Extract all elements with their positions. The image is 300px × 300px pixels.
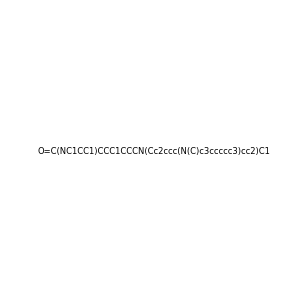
Text: O=C(NC1CC1)CCC1CCCN(Cc2ccc(N(C)c3ccccc3)cc2)C1: O=C(NC1CC1)CCC1CCCN(Cc2ccc(N(C)c3ccccc3)… [37, 147, 270, 156]
